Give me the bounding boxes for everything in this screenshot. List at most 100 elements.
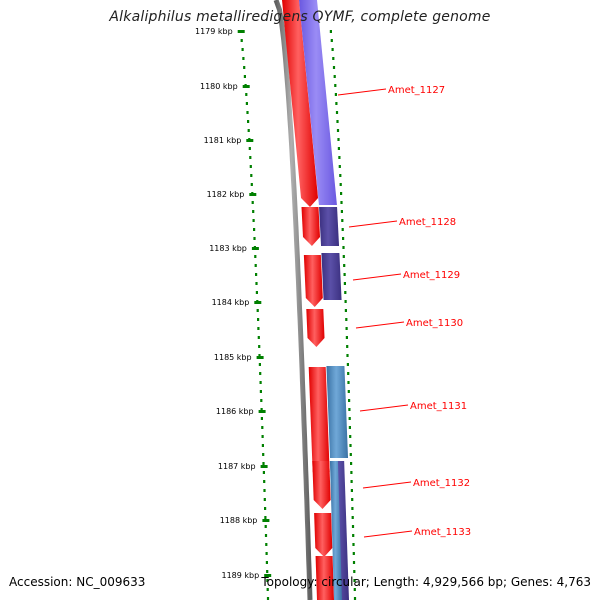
tick-label: 1188 kbp: [220, 516, 258, 525]
tick-label: 1187 kbp: [218, 462, 256, 471]
scale-dot: [351, 516, 354, 519]
scale-dot: [353, 570, 356, 573]
scale-dot: [251, 201, 254, 204]
gene-leader-line: [363, 530, 413, 538]
scale-dot: [344, 309, 347, 312]
tick-label: 1185 kbp: [214, 353, 252, 362]
scale-dot: [345, 336, 348, 339]
scale-dot: [243, 66, 246, 69]
scale-dot: [350, 480, 353, 483]
scale-dot: [339, 174, 342, 177]
scale-dot: [266, 597, 270, 600]
cds-arrow: [314, 513, 333, 557]
scale-dot: [349, 453, 352, 456]
gene-label: Amet_1128: [399, 217, 456, 228]
scale-dot: [241, 48, 244, 51]
tick-mark: [260, 465, 268, 468]
scale-dot: [330, 39, 333, 42]
scale-dot: [335, 111, 339, 114]
gene-block-steel: [329, 461, 342, 600]
scale-dot: [345, 327, 348, 330]
scale-dot: [264, 534, 268, 537]
scale-dot: [265, 561, 268, 564]
scale-dot: [249, 165, 252, 168]
scale-dot: [255, 282, 258, 285]
scale-dot: [347, 390, 350, 393]
scale-dot: [352, 534, 355, 537]
scale-dot: [255, 273, 258, 276]
scale-dot: [345, 318, 348, 321]
scale-dot: [266, 570, 269, 573]
gene-label: Amet_1130: [406, 318, 463, 329]
scale-dot: [261, 426, 264, 429]
gene-block-purple: [299, 0, 337, 205]
map-title: Alkaliphilus metalliredigens QYMF, compl…: [109, 9, 491, 25]
scale-dot: [353, 588, 356, 591]
gene-label: Amet_1129: [403, 270, 460, 281]
cds-arrow: [308, 367, 330, 481]
scale-dot: [343, 282, 346, 285]
scale-dot: [247, 120, 250, 123]
scale-dot: [346, 363, 349, 366]
scale-dot: [245, 102, 248, 105]
scale-dot: [253, 237, 256, 240]
scale-dot: [258, 363, 261, 366]
scale-dot: [341, 228, 344, 231]
gene-leader-line: [355, 321, 405, 329]
gene-leader-line: [348, 220, 398, 228]
scale-dot: [347, 372, 350, 375]
scale-dot: [260, 417, 263, 420]
tick-label: 1181 kbp: [204, 136, 242, 145]
scale-dot: [349, 435, 352, 438]
scale-dot: [254, 255, 257, 258]
tick-mark: [249, 193, 257, 196]
cds-arrow: [312, 461, 331, 509]
scale-dot: [248, 147, 251, 150]
scale-dot: [347, 381, 350, 384]
scale-dot: [256, 309, 259, 312]
scale-dot: [265, 543, 268, 546]
cds-arrow: [282, 0, 319, 207]
scale-dot: [243, 75, 246, 78]
scale-dot: [348, 408, 351, 411]
scale-dot: [246, 111, 249, 114]
scale-dot: [249, 156, 252, 159]
left-scale: [239, 30, 270, 600]
scale-dot: [245, 93, 248, 96]
tick-mark: [256, 356, 264, 359]
backbone-line: [273, 0, 313, 601]
scale-dot: [338, 156, 341, 159]
scale-dot: [329, 30, 332, 33]
scale-dot: [331, 48, 334, 51]
right-scale: [329, 30, 357, 600]
scale-dot: [352, 561, 356, 564]
scale-dot: [255, 291, 258, 294]
scale-dot: [257, 318, 260, 321]
scale-dot: [259, 372, 262, 375]
cds-arrow: [315, 556, 334, 600]
scale-dot: [260, 408, 263, 411]
genome-summary: Topology: circular; Length: 4,929,566 bp…: [261, 575, 591, 589]
scale-dot: [340, 192, 343, 195]
tick-label: 1183 kbp: [209, 244, 247, 253]
tick-mark: [242, 85, 250, 88]
scale-dot: [336, 120, 339, 123]
scale-dot: [337, 147, 340, 150]
scale-dot: [348, 399, 351, 402]
scale-dot: [263, 489, 266, 492]
scale-dot: [353, 597, 357, 600]
scale-dot: [340, 210, 343, 213]
scale-dot: [250, 183, 253, 186]
gene-label: Amet_1131: [410, 401, 467, 412]
scale-dot: [259, 390, 262, 393]
gene-block-dark-purple: [321, 253, 342, 300]
scale-dot: [338, 165, 341, 168]
gene-label: Amet_1127: [388, 85, 445, 96]
tick-mark: [258, 410, 266, 413]
scale-dot: [261, 435, 264, 438]
gene-block-dark-purple: [319, 207, 340, 246]
gene-leader-line: [359, 404, 409, 412]
scale-dot: [265, 552, 268, 555]
